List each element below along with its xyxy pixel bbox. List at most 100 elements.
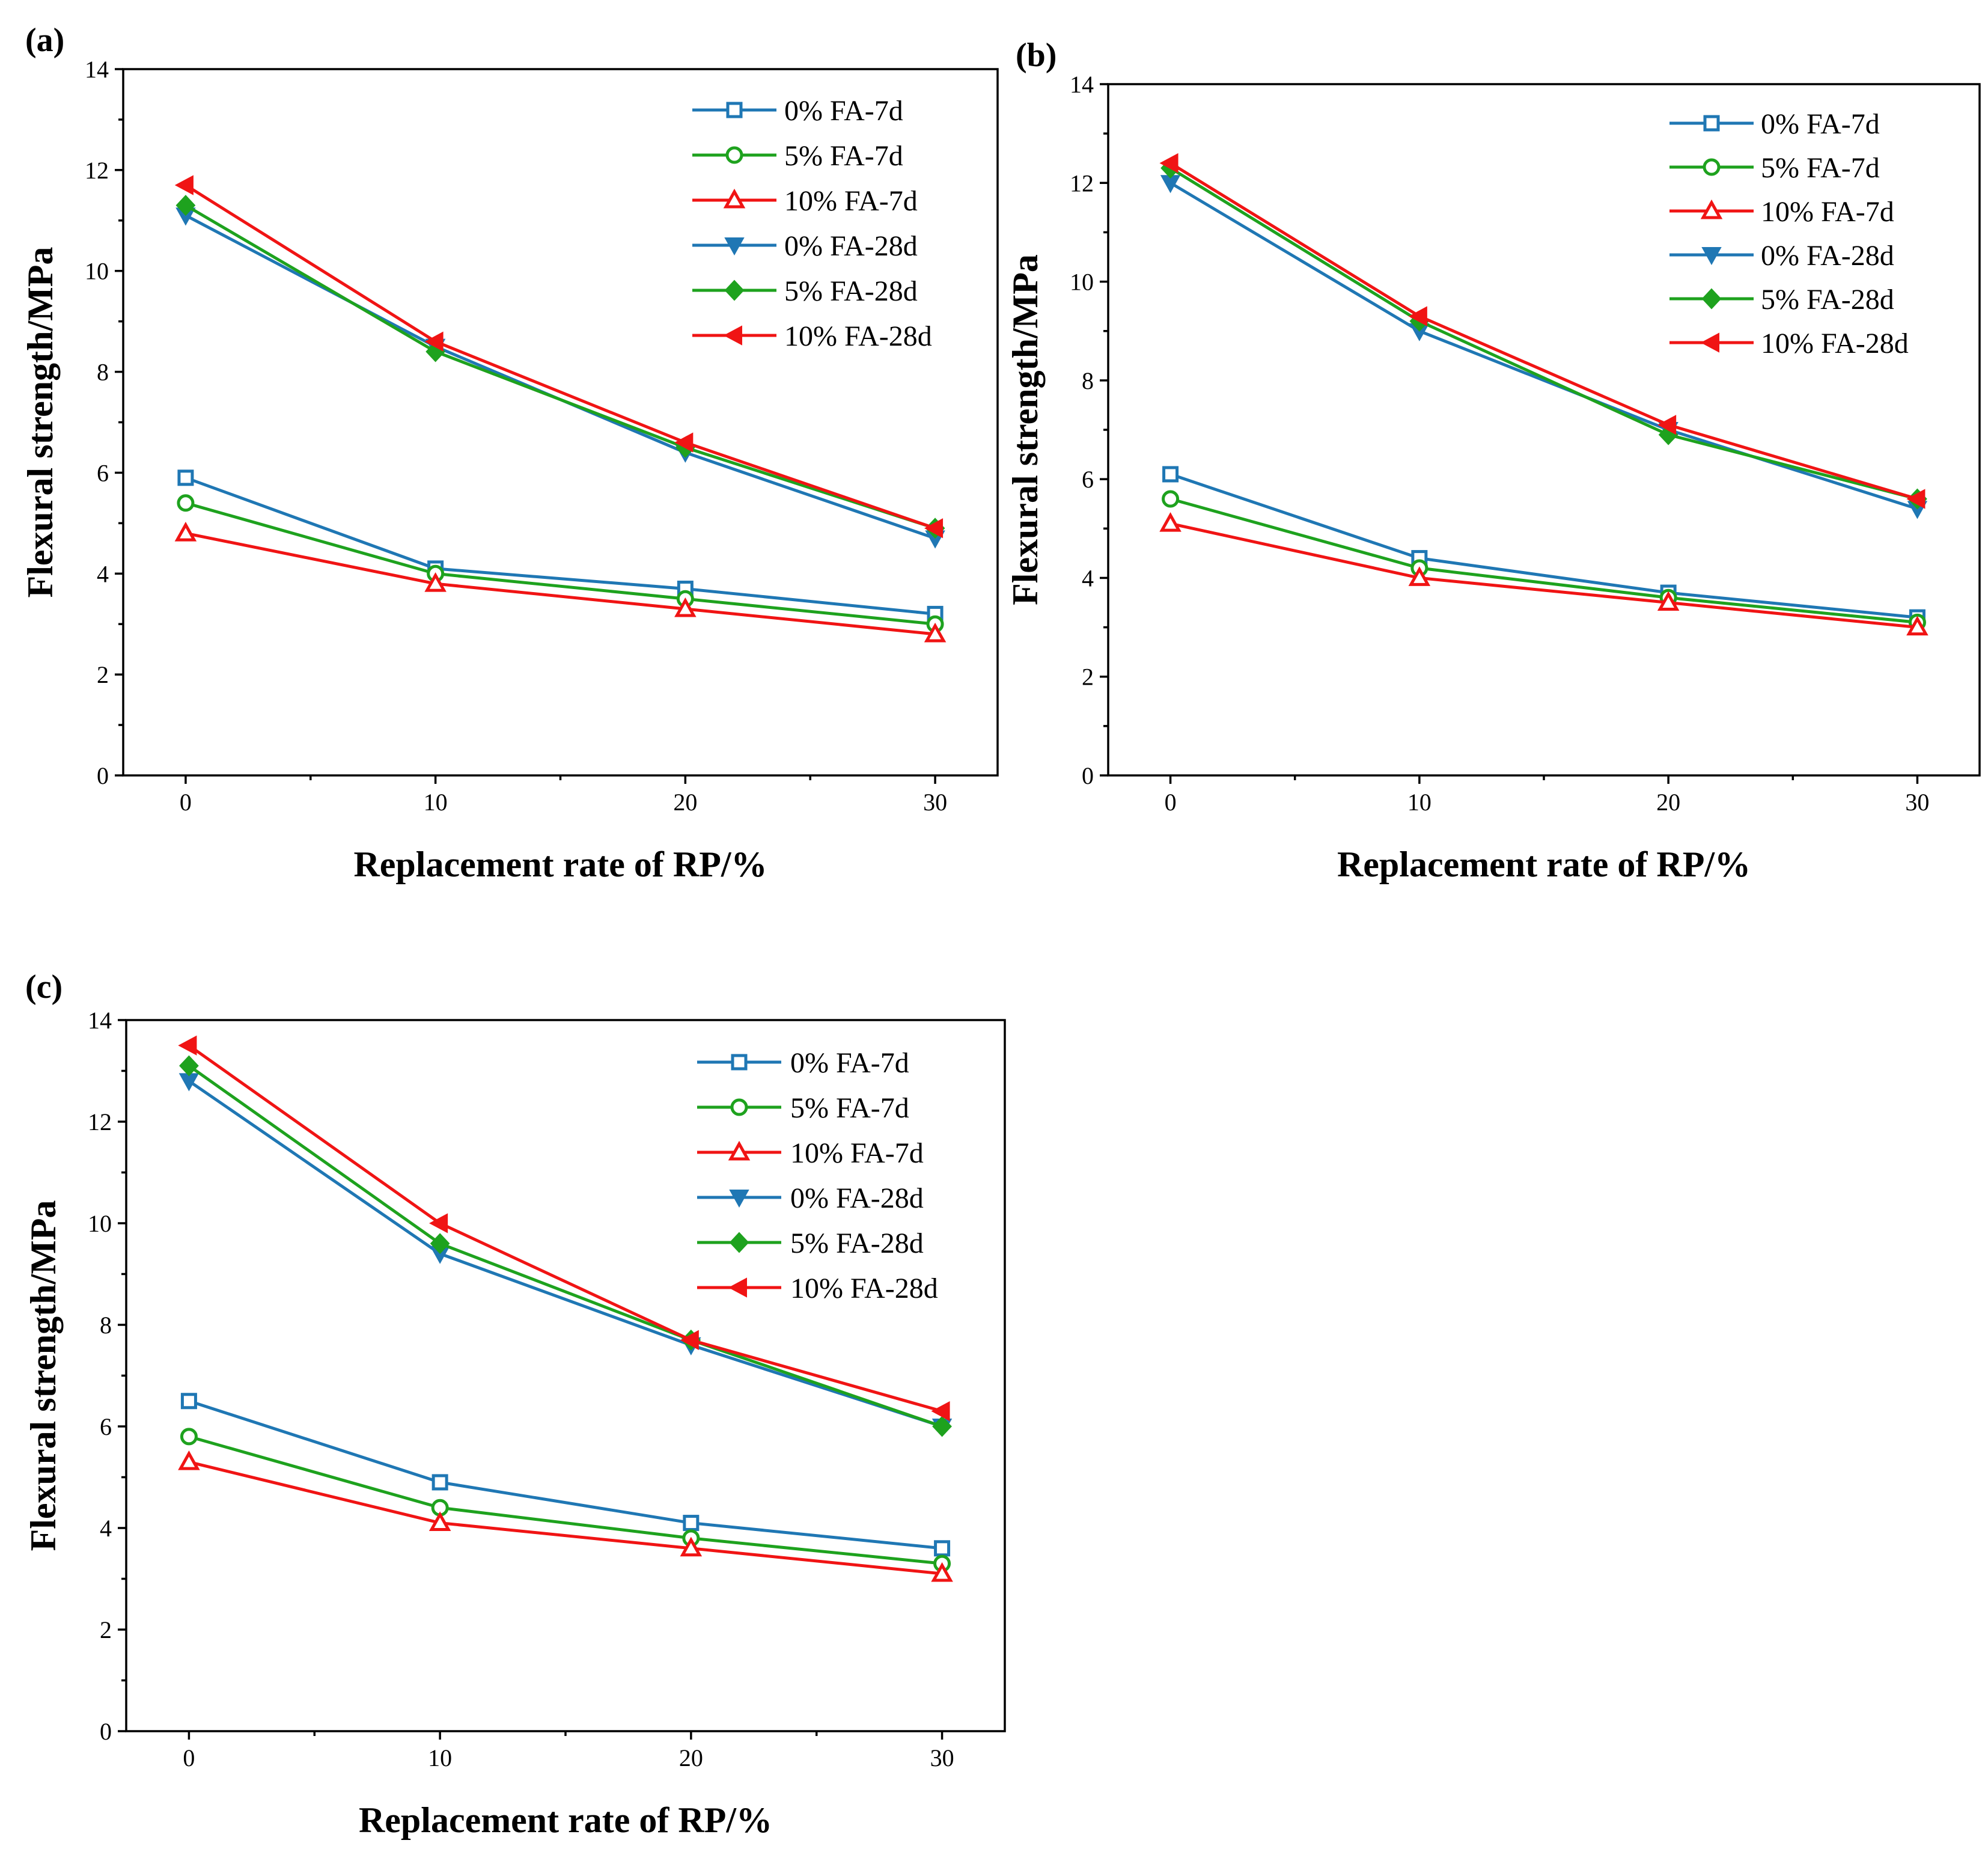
series-3 (174, 522, 947, 643)
y-tick-label: 2 (100, 1616, 112, 1643)
legend-marker (731, 1054, 748, 1071)
series-6 (1159, 153, 1925, 509)
data-point (1906, 489, 1925, 509)
series-3 (1159, 512, 1929, 636)
y-tick-label: 12 (1070, 170, 1094, 197)
series-line (185, 501, 936, 626)
legend-marker (728, 1277, 747, 1298)
chart-panel-1: (a) 0 2 4 6 8 10 12 14 0 10 20 30 Replacement rate of… (20, 22, 999, 884)
data-point (178, 1450, 200, 1470)
series-2 (1162, 490, 1926, 631)
x-tick-label: 20 (673, 789, 697, 816)
data-point (1408, 566, 1431, 586)
data-point (934, 1540, 951, 1557)
legend-label: 5% FA-28d (1761, 284, 1894, 316)
x-tick-label: 10 (424, 789, 448, 816)
series-line (188, 1399, 942, 1550)
series-line (188, 1080, 943, 1428)
legend-entry: 5% FA-28d (1669, 284, 1894, 316)
y-tick-label: 0 (97, 762, 109, 789)
data-point (1408, 306, 1427, 326)
data-point (175, 195, 196, 216)
legend-entry: 10% FA-28d (1669, 328, 1909, 359)
legend-marker (729, 1190, 749, 1208)
y-tick-label: 14 (88, 1007, 112, 1034)
series-3 (178, 1450, 953, 1582)
series-line (1169, 182, 1918, 510)
data-point (177, 494, 195, 512)
y-tick-label: 6 (97, 459, 109, 486)
series-2 (177, 494, 944, 633)
legend-label: 0% FA-7d (790, 1047, 909, 1079)
legend-label: 10% FA-7d (790, 1137, 924, 1169)
data-point (428, 1511, 451, 1532)
data-point (174, 522, 197, 542)
y-tick-label: 4 (1082, 564, 1094, 591)
y-tick-label: 4 (100, 1515, 112, 1542)
legend-marker (726, 102, 743, 118)
x-tick-label: 10 (1407, 789, 1432, 816)
legend-entry: 10% FA-7d (692, 185, 918, 217)
legend-entry: 5% FA-28d (697, 1227, 924, 1259)
series-2 (180, 1428, 951, 1572)
x-tick-label: 0 (183, 1744, 195, 1771)
x-tick-label: 20 (679, 1744, 703, 1771)
y-tick-label: 2 (97, 661, 109, 688)
data-point (1906, 616, 1929, 636)
legend-entry: 5% FA-28d (692, 275, 918, 307)
y-tick-label: 12 (88, 1108, 112, 1135)
data-point (177, 469, 194, 486)
legend-entry: 0% FA-7d (692, 95, 903, 127)
data-point (924, 518, 944, 539)
data-point (431, 1474, 448, 1491)
data-point (180, 1428, 198, 1446)
legend-label: 0% FA-7d (1761, 108, 1880, 140)
data-point (932, 1416, 952, 1437)
y-tick-label: 12 (85, 157, 109, 184)
y-axis-title: Flexural strength/MPa (20, 247, 60, 598)
data-point (424, 331, 444, 352)
x-axis-title: Replacement rate of RP/% (1337, 845, 1751, 884)
legend-marker (1703, 115, 1720, 132)
series-line (184, 204, 936, 530)
legend-label: 5% FA-7d (790, 1092, 909, 1124)
y-axis-title: Flexural strength/MPa (23, 1200, 63, 1551)
legend-marker (1700, 199, 1723, 219)
legend-entry: 0% FA-7d (697, 1047, 909, 1079)
series-line (185, 476, 936, 616)
legend-entry: 10% FA-28d (697, 1273, 938, 1304)
x-axis-title: Replacement rate of RP/% (359, 1800, 772, 1840)
data-point (1159, 512, 1182, 532)
legend-label: 0% FA-28d (790, 1182, 924, 1214)
legend-marker (724, 237, 745, 256)
y-tick-label: 8 (100, 1312, 112, 1339)
y-tick-label: 0 (100, 1718, 112, 1745)
data-point (1657, 591, 1680, 611)
y-tick-label: 4 (97, 560, 109, 587)
y-tick-label: 10 (88, 1210, 112, 1237)
legend-marker (729, 1232, 749, 1253)
legend-label: 10% FA-7d (1761, 196, 1894, 228)
panel-label: (a) (25, 22, 64, 59)
x-tick-label: 10 (428, 1744, 452, 1771)
legend-label: 10% FA-28d (1761, 328, 1909, 359)
data-point (180, 1393, 197, 1410)
data-point (1159, 153, 1178, 174)
data-point (680, 1330, 699, 1351)
legend-label: 5% FA-28d (784, 275, 918, 307)
legend-marker (1701, 288, 1722, 310)
plot-frame (1107, 83, 1981, 777)
data-point (424, 572, 447, 592)
legend-label: 5% FA-7d (784, 140, 903, 172)
legend-entry: 10% FA-28d (692, 320, 932, 352)
data-point (429, 1213, 448, 1233)
data-point (924, 622, 947, 643)
legend-entry: 5% FA-7d (697, 1092, 909, 1124)
legend-entry: 0% FA-28d (697, 1182, 924, 1214)
legend-marker (730, 1098, 748, 1116)
legend-marker (724, 280, 745, 301)
legend-entry: 10% FA-7d (1669, 196, 1894, 228)
series-1 (180, 1393, 951, 1557)
x-tick-label: 30 (1905, 789, 1929, 816)
series-line (188, 1460, 942, 1575)
